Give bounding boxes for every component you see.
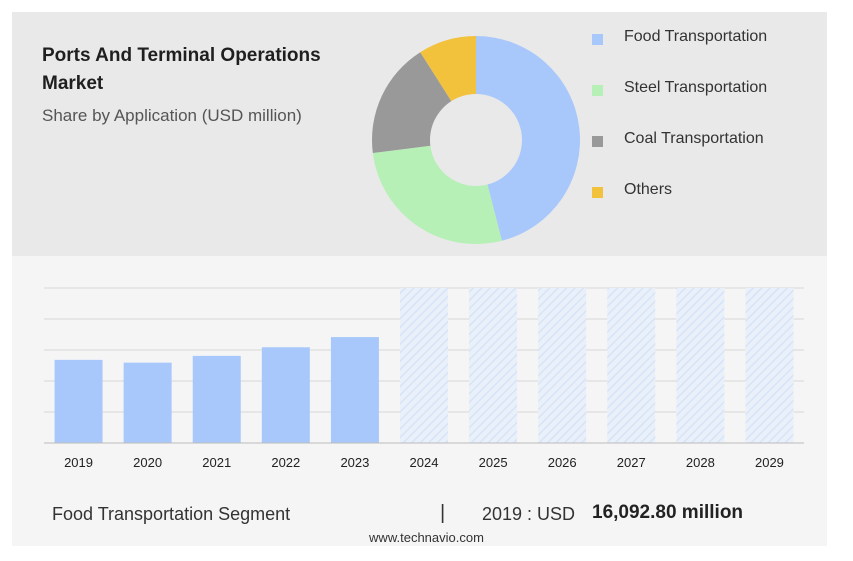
bar-2019 bbox=[54, 359, 103, 443]
donut-slice-food-transportation bbox=[476, 36, 581, 241]
x-tick-label: 2019 bbox=[64, 455, 93, 470]
segment-year: 2019 : USD bbox=[482, 504, 576, 524]
donut-slice-coal-transportation bbox=[372, 52, 452, 154]
legend-label: Steel Transportation bbox=[624, 79, 768, 96]
forecast-bar-2029 bbox=[745, 288, 794, 443]
legend-label: Others bbox=[624, 181, 673, 198]
forecast-bar-2025 bbox=[469, 288, 518, 443]
source-link[interactable]: www.technavio.com bbox=[369, 530, 484, 545]
legend-swatch bbox=[592, 34, 603, 45]
legend-label: Food Transportation bbox=[624, 28, 768, 45]
bar-chart: 2019 2020 2021 2022 2023 2024 2025 2026 2027 2028… bbox=[44, 287, 804, 470]
x-tick-label: 2027 bbox=[617, 455, 646, 470]
bar-2023 bbox=[330, 337, 379, 443]
bar-2020 bbox=[123, 362, 172, 443]
x-tick-label: 2026 bbox=[548, 455, 577, 470]
bar-2022 bbox=[261, 347, 310, 443]
forecast-bar-2028 bbox=[676, 288, 725, 443]
legend-swatch bbox=[592, 136, 603, 147]
market-size-panel: 2019 2020 2021 2022 2023 2024 2025 2026 2027 2028… bbox=[12, 256, 827, 546]
x-tick-label: 2025 bbox=[479, 455, 508, 470]
chart-title: Ports And Terminal Operations Market bbox=[42, 45, 321, 94]
x-tick-label: 2023 bbox=[340, 455, 369, 470]
segment-label: Food Transportation Segment bbox=[52, 504, 291, 524]
bar-2021 bbox=[192, 355, 241, 443]
forecast-bar-2024 bbox=[400, 288, 448, 443]
x-tick-label: 2022 bbox=[271, 455, 300, 470]
x-tick-label: 2028 bbox=[686, 455, 715, 470]
forecast-bar-2027 bbox=[607, 288, 656, 443]
x-tick-label: 2020 bbox=[133, 455, 162, 470]
forecast-bar-2026 bbox=[538, 288, 587, 443]
donut-slice-others bbox=[420, 36, 476, 102]
segment-separator: | bbox=[440, 502, 446, 524]
x-tick-label: 2024 bbox=[410, 455, 439, 470]
share-panel: Ports And Terminal Operations Market Sha… bbox=[12, 12, 827, 256]
chart-subtitle: Share by Application (USD million) bbox=[42, 106, 302, 125]
segment-value: 16,092.80 million bbox=[592, 502, 744, 523]
legend-swatch bbox=[592, 187, 603, 198]
legend-label: Coal Transportation bbox=[624, 130, 764, 147]
donut-chart bbox=[372, 36, 581, 245]
donut-slice-steel-transportation bbox=[372, 145, 502, 245]
legend-swatch bbox=[592, 85, 603, 96]
x-tick-label: 2029 bbox=[755, 455, 784, 470]
x-tick-label: 2021 bbox=[202, 455, 231, 470]
